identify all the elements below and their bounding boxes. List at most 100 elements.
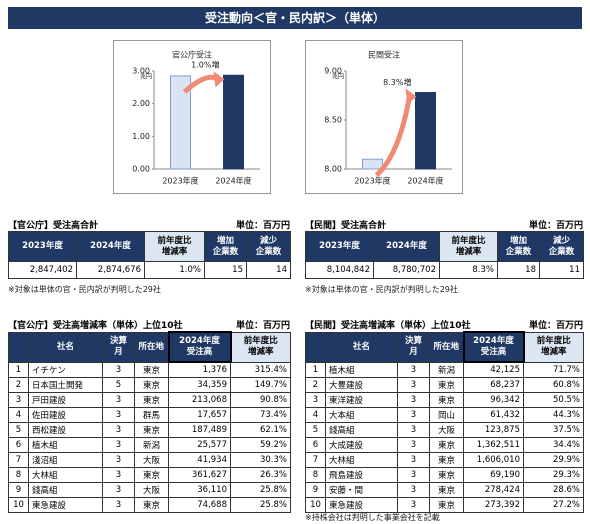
cell: 大阪 (134, 451, 169, 468)
cell: 東京 (134, 361, 169, 378)
cell: 東京 (429, 466, 464, 483)
cell: 東京 (134, 376, 169, 393)
data-row: 9 安藤・間 3 東京 278,424 28.6% (305, 481, 584, 498)
column-header: 減少 企業数 (246, 231, 291, 262)
cell: 30.3% (230, 451, 291, 468)
cell: 3 (102, 451, 135, 468)
summary-table: 2023年度 2024年度 前年度比 増減率 増加 企業数 減少 企業数 2,847,40… (8, 231, 291, 279)
cell: 3 (397, 496, 430, 513)
cell: 71.7% (523, 361, 584, 378)
cell: 41,934 (168, 451, 231, 468)
cell: 27.2% (523, 496, 584, 513)
column-header: 前年度比 増減率 (144, 231, 205, 262)
cell: 岡山 (429, 406, 464, 423)
data-row: 2 日本国土開発 5 東京 34,359 149.7% (8, 376, 291, 393)
cell: 東京 (429, 481, 464, 498)
cell: 2 (305, 376, 326, 393)
cell: 3 (102, 406, 135, 423)
cell: 大林組 (28, 466, 103, 483)
cell: 315.4% (230, 361, 291, 378)
table-heading: 【官公庁】受注高合計 (8, 221, 99, 231)
cell: 3 (102, 496, 135, 513)
table-unit: 単位：百万円 (235, 321, 290, 331)
column-header: 2024年度 受注高 (462, 331, 525, 363)
column-header: 社名 (28, 331, 103, 363)
cell: 3 (397, 481, 430, 498)
cell: 123,875 (463, 421, 524, 438)
data-row: 8 飛島建設 3 東京 69,190 29.3% (305, 466, 584, 483)
cell: 東京 (134, 496, 169, 513)
table-unit: 単位：百万円 (528, 321, 583, 331)
cell: 7 (305, 451, 326, 468)
data-row: 8,104,842 8,780,702 8.3% 18 11 (305, 261, 584, 279)
data-row: 9 錢高組 3 大阪 36,110 25.8% (8, 481, 291, 498)
data-row: 5 錢高組 3 大阪 123,875 37.5% (305, 421, 584, 438)
cell: 149.7% (230, 376, 291, 393)
column-header: 前年度比 増減率 (439, 231, 498, 262)
cell: 273,392 (463, 496, 524, 513)
cell: 東京 (134, 466, 169, 483)
cell: 42,125 (463, 361, 524, 378)
cell: 大成建設 (325, 436, 398, 453)
cell: 18 (497, 261, 540, 279)
cell: 2,874,676 (76, 261, 145, 279)
column-header: 2024年度 受注高 (167, 331, 232, 363)
x-tick-label: 2024年度 (407, 176, 443, 186)
data-row: 2 大豊建設 3 東京 68,237 60.8% (305, 376, 584, 393)
header-row: 2023年度 2024年度 前年度比 増減率 増加 企業数 減少 企業数 (8, 231, 291, 262)
cell: 1.0% (144, 261, 205, 279)
cell: 96,342 (463, 391, 524, 408)
y-tick-label: 8.50 (324, 116, 342, 125)
data-row: 7 淺沼組 3 大阪 41,934 30.3% (8, 451, 291, 468)
column-header: 減少 企業数 (539, 231, 584, 262)
data-row: 10 東急建設 3 東京 273,392 27.2% (305, 496, 584, 513)
cell: 大阪 (429, 421, 464, 438)
column-header: 決算月 (397, 331, 430, 363)
header-row: 2023年度 2024年度 前年度比 増減率 増加 企業数 減少 企業数 (305, 231, 584, 262)
trend-arrow-head (405, 88, 417, 105)
cell: 9 (305, 481, 326, 498)
x-tick-label: 2023年度 (162, 176, 198, 186)
column-header: 2024年度 (373, 231, 440, 262)
bar (362, 158, 383, 170)
data-row: 8 大林組 3 東京 361,627 26.3% (8, 466, 291, 483)
cell: 新潟 (134, 436, 169, 453)
data-row: 7 大林組 3 東京 1,606,010 29.9% (305, 451, 584, 468)
cell: 14 (246, 261, 291, 279)
cell: 淺沼組 (28, 451, 103, 468)
cell: 34,359 (168, 376, 231, 393)
y-tick-label: 2.00 (132, 99, 150, 108)
ranking-table: 社名 決算月 所在地 2024年度 受注高 前年度比 増減率 1 植木組 3 新潟 42,125 7… (305, 331, 584, 513)
y-unit: 兆円 (332, 73, 344, 81)
header-row: 社名 決算月 所在地 2024年度 受注高 前年度比 増減率 (8, 331, 291, 363)
cell: 1,362,511 (463, 436, 524, 453)
cell: 5 (8, 421, 29, 438)
column-header: 2023年度 (305, 231, 374, 262)
trend-arrow-head (213, 71, 225, 88)
cell: 西松建設 (28, 421, 103, 438)
cell: 安藤・間 (325, 481, 398, 498)
data-row: 3 戸田建設 3 東京 213,068 90.8% (8, 391, 291, 408)
cell: 東洋建設 (325, 391, 398, 408)
cell: 6 (8, 436, 29, 453)
cell: 6 (305, 436, 326, 453)
cell: 28.6% (523, 481, 584, 498)
cell: 東急建設 (325, 496, 398, 513)
cell: 29.3% (523, 466, 584, 483)
column-header: 増加 企業数 (204, 231, 247, 262)
y-tick-label: 3.00 (132, 67, 150, 76)
page-title: 受注動向＜官・民内訳＞（単体） (8, 7, 582, 29)
rank-header (8, 331, 29, 363)
bar (170, 75, 191, 170)
column-header: 2024年度 (76, 231, 145, 262)
column-header: 所在地 (429, 331, 464, 363)
cell: 東京 (429, 376, 464, 393)
table-note: ※持株会社は判明した事業会社を記載 (305, 513, 440, 522)
data-row: 1 植木組 3 新潟 42,125 71.7% (305, 361, 584, 378)
column-header: 所在地 (134, 331, 169, 363)
cell: 11 (539, 261, 584, 279)
y-tick-label: 0.00 (132, 165, 150, 174)
y-tick-label: 1.00 (132, 132, 150, 141)
cell: 2 (8, 376, 29, 393)
